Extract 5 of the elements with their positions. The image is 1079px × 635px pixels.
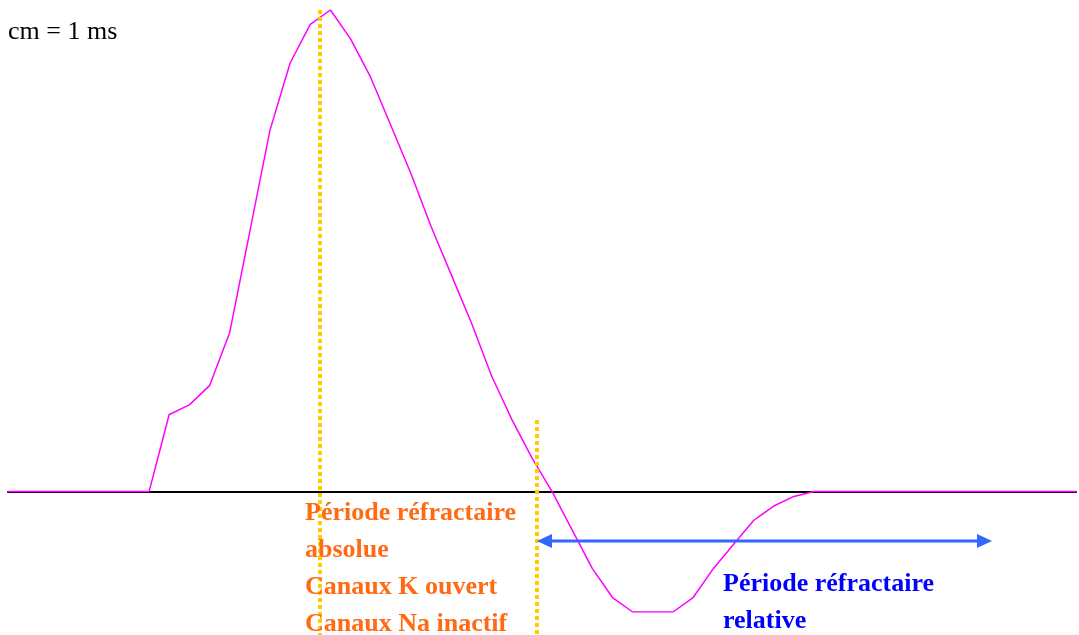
annotation: Canaux K ouvert xyxy=(305,570,498,602)
annotation: cm = 1 ms xyxy=(8,15,118,47)
annotation: Période réfractaire relative xyxy=(723,567,935,635)
annotation: Canaux Na inactif xyxy=(305,607,508,635)
annotation: Période réfractaire absolue xyxy=(305,496,517,565)
